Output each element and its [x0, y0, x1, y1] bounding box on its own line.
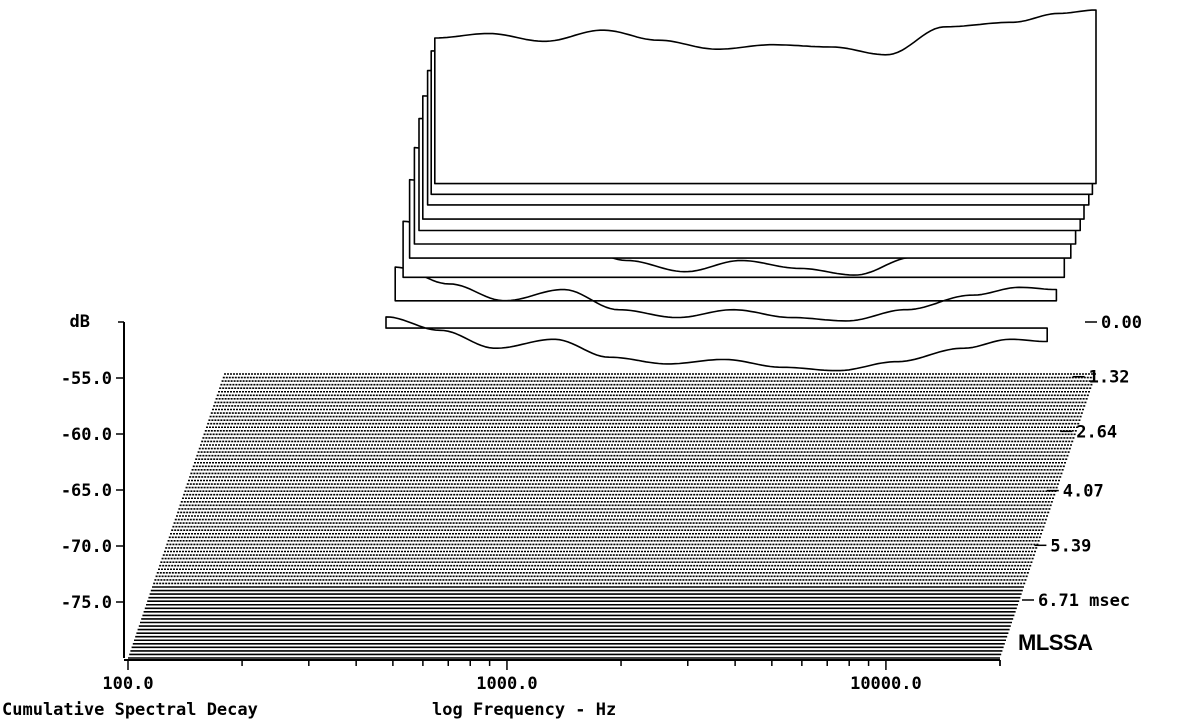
- axis-labels: -55.0 -60.0 -65.0 -70.0 -75.0 dB 100.0 1000.0 10…: [2, 312, 1142, 720]
- decay-trace: [385, 316, 1048, 372]
- chart-title: Cumulative Spectral Decay: [2, 700, 258, 720]
- time-tick-label: 5.39: [1050, 536, 1091, 556]
- decay-trace: [394, 266, 1058, 322]
- db-tick-label: -70.0: [61, 537, 112, 557]
- frequency-axis-label: log Frequency - Hz: [432, 700, 616, 720]
- db-tick-label: -60.0: [61, 425, 112, 445]
- waterfall-traces: [385, 9, 1097, 372]
- mlssa-brand-label: MLSSA: [1018, 630, 1093, 655]
- frequency-tick-label: 10000.0: [850, 674, 922, 694]
- axes: [116, 321, 1097, 670]
- db-tick-label: -65.0: [61, 481, 112, 501]
- db-tick-label: -55.0: [61, 369, 112, 389]
- time-tick-label: 0.00: [1101, 313, 1142, 333]
- time-tick-label: 6.71 msec: [1038, 591, 1130, 611]
- frequency-tick-label: 1000.0: [476, 674, 537, 694]
- db-axis-label: dB: [70, 312, 90, 332]
- decay-trace: [434, 9, 1097, 185]
- time-tick-label: 4.07: [1063, 482, 1104, 502]
- waterfall-floor-lines: [128, 373, 1096, 659]
- frequency-tick-label: 100.0: [102, 674, 153, 694]
- db-tick-label: -75.0: [61, 593, 112, 613]
- time-tick-label: 1.32: [1089, 368, 1130, 388]
- time-tick-label: 2.64: [1076, 422, 1117, 442]
